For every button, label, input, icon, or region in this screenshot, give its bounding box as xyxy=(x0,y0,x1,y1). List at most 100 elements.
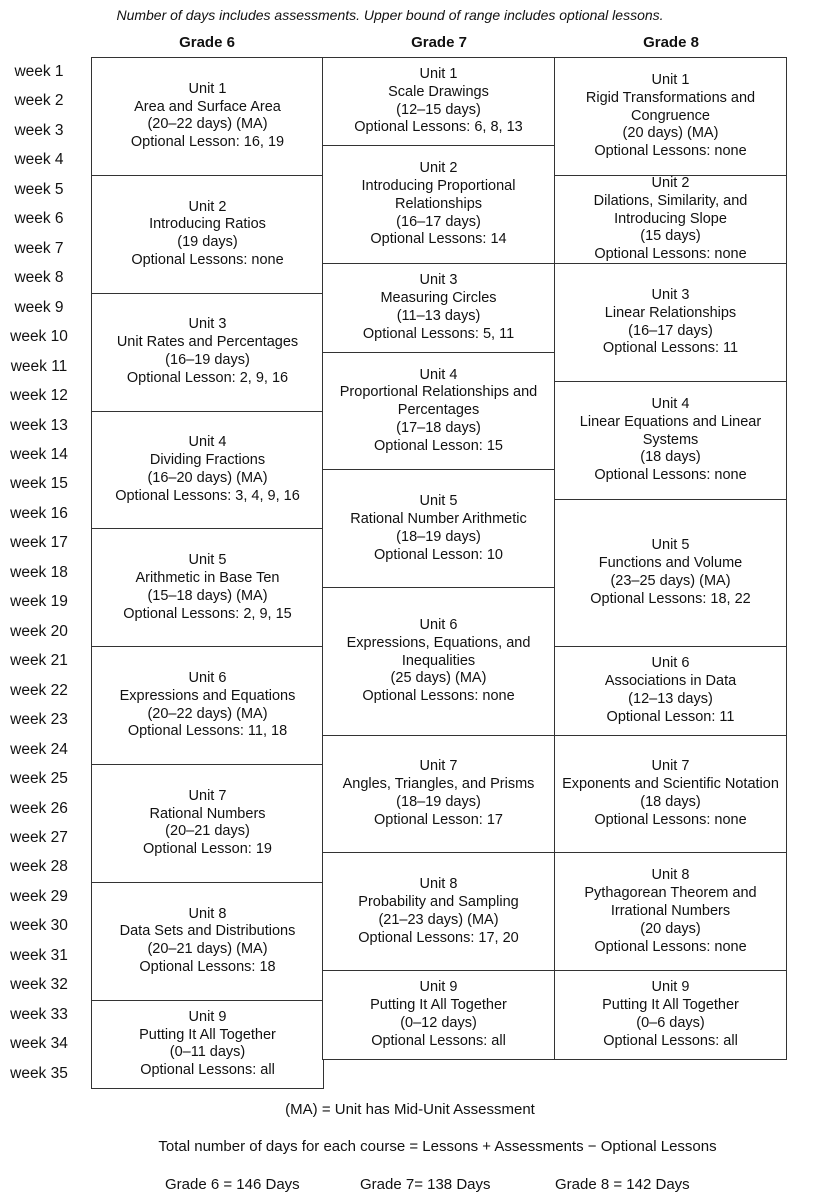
unit-cell: Unit 1 Area and Surface Area (20–22 days) … xyxy=(91,57,324,176)
unit-number: Unit 8 xyxy=(651,867,690,884)
unit-days: (21–23 days) (MA) xyxy=(378,911,499,928)
unit-number: Unit 3 xyxy=(188,316,227,333)
unit-cell: Unit 5 Arithmetic in Base Ten (15–18 days)… xyxy=(91,528,324,648)
unit-optional-lessons: Optional Lesson: 15 xyxy=(374,437,503,454)
unit-number: Unit 1 xyxy=(651,71,690,88)
unit-days: (0–11 days) xyxy=(169,1044,246,1061)
unit-number: Unit 7 xyxy=(419,758,458,775)
week-label: week 19 xyxy=(10,593,68,611)
unit-title: Proportional Relationships and Percentag… xyxy=(339,384,538,419)
unit-cell: Unit 4 Dividing Fractions (16–20 days) (MA… xyxy=(91,410,324,530)
unit-days: (20–21 days) xyxy=(165,823,250,840)
unit-title: Pythagorean Theorem and Irrational Numbe… xyxy=(584,885,757,919)
week-label: week 31 xyxy=(10,946,68,964)
unit-number: Unit 6 xyxy=(419,616,458,633)
unit-number: Unit 1 xyxy=(188,80,227,97)
unit-title: Arithmetic in Base Ten xyxy=(135,569,280,586)
unit-cell: Unit 1 Rigid Transformations and Congruen… xyxy=(554,57,787,176)
week-label: week 9 xyxy=(14,298,64,316)
week-label: week 26 xyxy=(10,799,68,817)
unit-number: Unit 5 xyxy=(651,537,690,554)
week-label: week 14 xyxy=(10,445,68,463)
week-label: week 20 xyxy=(10,622,68,640)
week-label: week 33 xyxy=(10,1005,68,1023)
unit-cell: Unit 7 Rational Numbers (20–21 days) Option… xyxy=(91,764,324,883)
unit-optional-lessons: Optional Lessons: none xyxy=(594,246,747,263)
unit-cell: Unit 6 Expressions, Equations, and Inequa… xyxy=(322,587,555,736)
unit-days: (18–19 days) xyxy=(396,528,481,545)
grade-7-total: Grade 7= 138 Days xyxy=(360,1176,491,1193)
unit-days: (12–13 days) xyxy=(628,690,713,707)
unit-cell: Unit 2 Introducing Proportional Relations… xyxy=(322,145,555,265)
week-label: week 8 xyxy=(14,269,64,287)
week-label: week 3 xyxy=(14,121,64,139)
unit-cell: Unit 3 Measuring Circles (11–13 days) Optio… xyxy=(322,263,555,353)
grade-6-total: Grade 6 = 146 Days xyxy=(165,1176,300,1193)
week-label: week 11 xyxy=(10,357,68,375)
unit-days: (20 days) xyxy=(640,920,701,937)
unit-days: (25 days) (MA) xyxy=(390,670,487,687)
unit-cell: Unit 1 Scale Drawings (12–15 days) Optional… xyxy=(322,57,555,147)
unit-cell: Unit 3 Unit Rates and Percentages (16–19 d… xyxy=(91,292,324,412)
unit-optional-lessons: Optional Lessons: none xyxy=(362,688,515,705)
unit-optional-lessons: Optional Lessons: all xyxy=(603,1032,738,1049)
unit-optional-lessons: Optional Lessons: none xyxy=(131,252,284,269)
unit-cell: Unit 4 Linear Equations and Linear System… xyxy=(554,381,787,500)
grade-8-header: Grade 8 xyxy=(643,34,699,51)
unit-optional-lessons: Optional Lesson: 19 xyxy=(143,841,272,858)
grade-6-header: Grade 6 xyxy=(179,34,235,51)
week-label: week 23 xyxy=(10,711,68,729)
unit-optional-lessons: Optional Lessons: none xyxy=(594,938,747,955)
unit-number: Unit 4 xyxy=(188,434,227,451)
week-label: week 22 xyxy=(10,681,68,699)
unit-title: Rational Number Arithmetic xyxy=(350,511,527,528)
unit-title: Associations in Data xyxy=(604,673,737,690)
week-label: week 12 xyxy=(10,387,68,405)
unit-title: Exponents and Scientific Notation xyxy=(562,776,779,793)
unit-title: Unit Rates and Percentages xyxy=(116,334,299,351)
week-label: week 6 xyxy=(14,210,64,228)
unit-title: Rational Numbers xyxy=(149,805,266,822)
unit-days: (15–18 days) (MA) xyxy=(147,587,268,604)
unit-days: (0–12 days) xyxy=(400,1014,477,1031)
week-label: week 35 xyxy=(10,1064,68,1082)
week-label: week 7 xyxy=(14,239,64,257)
unit-days: (0–6 days) xyxy=(636,1014,705,1031)
week-label: week 10 xyxy=(10,328,68,346)
unit-title: Probability and Sampling xyxy=(358,894,519,911)
unit-cell: Unit 5 Rational Number Arithmetic (18–19 d… xyxy=(322,469,555,589)
unit-optional-lessons: Optional Lessons: 5, 11 xyxy=(362,325,515,342)
week-label: week 18 xyxy=(10,563,68,581)
week-label: week 5 xyxy=(14,180,64,198)
unit-title: Putting It All Together xyxy=(370,997,507,1014)
week-label: week 15 xyxy=(10,475,68,493)
unit-number: Unit 2 xyxy=(651,175,690,192)
unit-title: Putting It All Together xyxy=(602,997,739,1014)
grade-8-total: Grade 8 = 142 Days xyxy=(555,1176,690,1193)
unit-number: Unit 6 xyxy=(651,655,690,672)
unit-days: (12–15 days) xyxy=(396,101,481,118)
unit-title: Area and Surface Area xyxy=(134,98,281,115)
unit-number: Unit 4 xyxy=(651,395,690,412)
unit-title: Angles, Triangles, and Prisms xyxy=(342,776,535,793)
unit-days: (20–21 days) (MA) xyxy=(147,941,268,958)
total-formula: Total number of days for each course = L… xyxy=(158,1138,717,1155)
unit-number: Unit 5 xyxy=(419,493,458,510)
unit-optional-lessons: Optional Lesson: 2, 9, 16 xyxy=(126,369,289,386)
unit-cell: Unit 6 Associations in Data (12–13 days) Op… xyxy=(554,646,787,736)
unit-days: (17–18 days) xyxy=(396,419,481,436)
unit-title: Putting It All Together xyxy=(139,1026,276,1043)
unit-number: Unit 7 xyxy=(651,758,690,775)
unit-optional-lessons: Optional Lessons: all xyxy=(371,1032,506,1049)
unit-title: Rigid Transformations and Congruence xyxy=(585,89,756,124)
unit-cell: Unit 7 Exponents and Scientific Notation(… xyxy=(554,734,787,854)
unit-optional-lessons: Optional Lessons: 11, 18 xyxy=(127,723,288,740)
week-label: week 13 xyxy=(10,416,68,434)
unit-number: Unit 9 xyxy=(651,979,690,996)
unit-days: (20 days) (MA) xyxy=(622,125,719,142)
week-label: week 34 xyxy=(10,1035,68,1053)
unit-cell: Unit 8 Pythagorean Theorem and Irrational… xyxy=(554,852,787,972)
unit-cell: Unit 9 Putting It All Together (0–6 days) O… xyxy=(554,970,787,1060)
unit-optional-lessons: Optional Lessons: 14 xyxy=(370,231,507,248)
unit-title: Dilations, Similarity, and Introducing S… xyxy=(593,192,748,227)
